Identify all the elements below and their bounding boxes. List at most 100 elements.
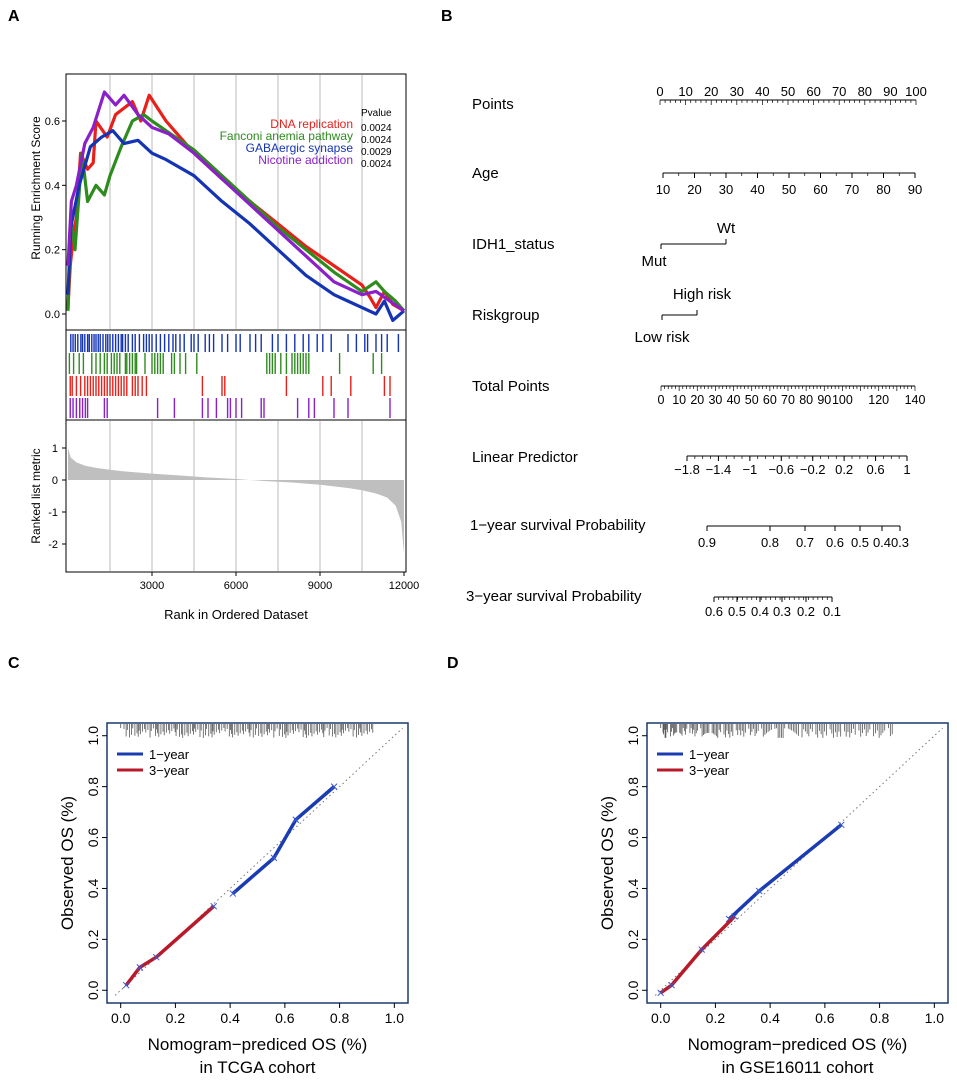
total-points-tick-label: 60 xyxy=(763,393,777,407)
cal-line-cal_red xyxy=(659,915,736,995)
age-tick-label: 10 xyxy=(656,182,670,197)
ranked-xlabel: Rank in Ordered Dataset xyxy=(164,607,308,622)
cal-xtick-label: 0.0 xyxy=(111,1010,131,1026)
survival-1y-tick-label: 0.3 xyxy=(891,535,909,550)
nomogram-row-label: Age xyxy=(472,165,499,182)
total-points-tick-label: 140 xyxy=(905,393,926,407)
cal-ytick-label: 1.0 xyxy=(625,726,641,746)
cal-ytick-label: 0.0 xyxy=(85,980,101,1000)
cal-xtick-label: 0.0 xyxy=(651,1010,671,1026)
survival-3y-tick-label: 0.1 xyxy=(823,604,841,619)
gsea-hit-marks xyxy=(68,334,400,418)
gsea-ytick-label: 0.6 xyxy=(45,116,60,128)
cal-ytick-label: 0.8 xyxy=(625,777,641,797)
total-points-tick-label: 90 xyxy=(817,393,831,407)
survival-3y-tick-label: 0.2 xyxy=(797,604,815,619)
panel-letter-b: B xyxy=(441,8,453,25)
legend-label-3-year: 3−year xyxy=(149,763,190,778)
cal-ylabel: Observed OS (%) xyxy=(58,796,77,930)
cal-ytick-label: 0.4 xyxy=(625,879,641,899)
cal-ytick-label: 0.6 xyxy=(85,828,101,848)
ranked-ticks: 1 0 -1 -2 3000 6000 9000 12000 xyxy=(48,443,419,592)
cal-ytick-label: 0.6 xyxy=(625,828,641,848)
nomogram-row-label: 1−year survival Probability xyxy=(470,517,646,534)
cal-xlabel: Nomogram−prediced OS (%) xyxy=(688,1035,908,1054)
riskgroup-low-label: Low risk xyxy=(634,329,690,346)
cal-ytick-label: 0.2 xyxy=(85,929,101,949)
total-points-tick-label: 30 xyxy=(708,393,722,407)
total-points-tick-label: 80 xyxy=(799,393,813,407)
gsea-line-blue xyxy=(66,129,406,323)
cal-point-marker xyxy=(229,890,237,897)
points-tick-label: 50 xyxy=(781,84,795,99)
points-tick-label: 10 xyxy=(678,84,692,99)
cal-xlabel: Nomogram−prediced OS (%) xyxy=(148,1035,368,1054)
legend-fanconi: Fanconi anemia pathway xyxy=(220,129,353,143)
cal-xtick-label: 0.8 xyxy=(870,1010,890,1026)
ranked-ylabel: Ranked list metric xyxy=(29,448,43,543)
ranked-xtick-label: 9000 xyxy=(308,580,332,592)
cal-point-marker xyxy=(210,902,218,910)
gsea-gridlines xyxy=(109,75,363,329)
age-tick-label: 20 xyxy=(687,182,701,197)
survival-3y-tick-label: 0.4 xyxy=(751,604,769,619)
cal-point-marker xyxy=(668,981,675,989)
cal-line-cal_red xyxy=(124,904,215,987)
legend-gabaergic: GABAergic synapse xyxy=(246,141,354,155)
ranked-ytick-label: -1 xyxy=(48,507,58,519)
linear-predictor-tick-label: −0.2 xyxy=(800,462,826,477)
cal-xtick-label: 1.0 xyxy=(385,1010,405,1026)
cal-xtick-label: 0.2 xyxy=(706,1010,726,1026)
pvalue-dna-replication: 0.0024 xyxy=(361,123,392,134)
survival-1y-tick-label: 0.6 xyxy=(826,535,844,550)
cal-ytick-label: 1.0 xyxy=(85,726,101,746)
age-tick-label: 70 xyxy=(845,182,859,197)
points-tick-label: 90 xyxy=(883,84,897,99)
cal-xtick-label: 0.6 xyxy=(275,1010,295,1026)
gsea-ytick-label: 0.4 xyxy=(45,180,60,192)
cal-point-marker xyxy=(270,854,278,862)
ranked-list-area xyxy=(68,421,404,571)
cal-ytick-label: 0.0 xyxy=(625,980,641,1000)
cal-xlabel-cohort: in TCGA cohort xyxy=(200,1058,316,1077)
age-tick-label: 50 xyxy=(782,182,796,197)
ranked-xtick-label: 6000 xyxy=(224,580,248,592)
pvalue-gabaergic: 0.0029 xyxy=(361,147,392,158)
points-tick-label: 70 xyxy=(832,84,846,99)
cal-xtick-label: 0.6 xyxy=(815,1010,835,1026)
linear-predictor-tick-label: −0.6 xyxy=(768,462,794,477)
total-points-tick-label: 120 xyxy=(868,393,889,407)
gsea-line-purple xyxy=(66,90,405,313)
pvalue-fanconi: 0.0024 xyxy=(361,135,392,146)
points-tick-label: 20 xyxy=(704,84,718,99)
cal-point-marker xyxy=(837,821,845,829)
cal-point-marker xyxy=(698,946,706,953)
age-tick-label: 40 xyxy=(750,182,764,197)
linear-predictor-tick-label: 1 xyxy=(903,462,910,477)
age-tick-label: 80 xyxy=(876,182,890,197)
cal-xtick-label: 0.2 xyxy=(166,1010,186,1026)
panel-letter-a: A xyxy=(8,8,20,25)
idh1-mut-label: Mut xyxy=(641,253,667,270)
linear-predictor-tick-label: 0.2 xyxy=(835,462,853,477)
points-tick-label: 100 xyxy=(905,84,927,99)
idh1-wt-label: Wt xyxy=(717,220,736,237)
calibration-tcga-panel: 0.0 0.2 0.4 0.6 0.8 1.0 0.0 0.2 0.4 0.6 0.8 1.0 Obse… xyxy=(58,722,409,1077)
calibration-gse-panel: 0.0 0.2 0.4 0.6 0.8 1.0 0.0 0.2 0.4 0.6 0.8 1.0 Obse… xyxy=(598,722,949,1077)
cal-point-marker xyxy=(122,981,130,989)
riskgroup-high-label: High risk xyxy=(673,286,732,303)
panel-letter-d: D xyxy=(447,655,459,672)
survival-3y-tick-label: 0.3 xyxy=(773,604,791,619)
gsea-ytick-label: 0.0 xyxy=(45,309,60,321)
gsea-legend: Pvalue DNA replication 0.0024 Fanconi an… xyxy=(220,108,392,170)
cal-xlabel-cohort: in GSE16011 cohort xyxy=(722,1058,874,1077)
survival-1y-tick-label: 0.8 xyxy=(761,535,779,550)
cal-point-marker xyxy=(136,964,144,971)
cal-xtick-label: 0.4 xyxy=(760,1010,780,1026)
total-points-tick-label: 100 xyxy=(832,393,853,407)
gsea-y-ticks: 0.0 0.2 0.4 0.6 xyxy=(45,116,66,321)
pvalue-header: Pvalue xyxy=(361,108,392,119)
nomogram-row-label: IDH1_status xyxy=(472,236,555,253)
survival-1y-tick-label: 0.9 xyxy=(698,535,716,550)
total-points-tick-label: 20 xyxy=(690,393,704,407)
